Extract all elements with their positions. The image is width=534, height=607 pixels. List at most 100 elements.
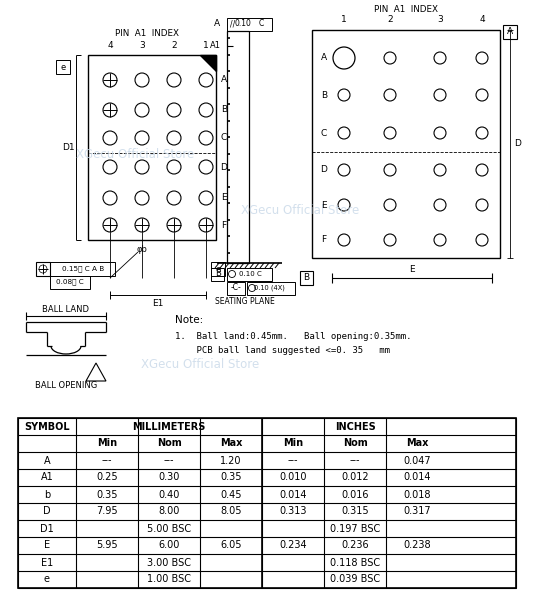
Text: 7.95: 7.95	[96, 506, 118, 517]
Text: MILLIMETERS: MILLIMETERS	[132, 421, 206, 432]
Text: INCHES: INCHES	[335, 421, 375, 432]
Text: 0.45: 0.45	[220, 489, 242, 500]
Text: 0.012: 0.012	[341, 472, 369, 483]
Text: Max: Max	[220, 438, 242, 449]
Text: Nom: Nom	[343, 438, 367, 449]
Bar	[211, 268, 224, 281]
Text: SYMBOL: SYMBOL	[24, 421, 70, 432]
Bar	[18, 418, 516, 588]
Text: Min: Min	[97, 438, 117, 449]
Polygon shape	[200, 55, 216, 71]
Text: C: C	[321, 129, 327, 138]
Text: e: e	[60, 63, 66, 72]
Text: 4: 4	[479, 16, 485, 24]
Text: XGecu Official Store: XGecu Official Store	[76, 149, 194, 161]
Text: A: A	[44, 455, 50, 466]
Text: 3: 3	[139, 41, 145, 50]
Text: 0.018: 0.018	[403, 489, 431, 500]
Text: 1.  Ball land:0.45mm.   Ball opening:0.35mm.: 1. Ball land:0.45mm. Ball opening:0.35mm…	[175, 332, 412, 341]
Text: PIN  A1  INDEX: PIN A1 INDEX	[115, 29, 179, 38]
Text: 0.016: 0.016	[341, 489, 369, 500]
Text: A: A	[507, 27, 513, 36]
Text: 0.35: 0.35	[96, 489, 118, 500]
Text: 0.40: 0.40	[158, 489, 179, 500]
Text: XGecu Official Store: XGecu Official Store	[141, 359, 259, 371]
Text: A: A	[321, 53, 327, 63]
Text: 0.08Ⓜ C: 0.08Ⓜ C	[56, 279, 84, 285]
Text: B: B	[303, 274, 309, 282]
Text: SEATING PLANE: SEATING PLANE	[215, 296, 275, 305]
Text: 5.00 BSC: 5.00 BSC	[147, 523, 191, 534]
Text: C: C	[258, 19, 264, 29]
Text: 6.05: 6.05	[220, 540, 242, 551]
Text: A: A	[214, 19, 220, 29]
Bar	[50, 276, 90, 289]
Text: E: E	[44, 540, 50, 551]
Text: 1: 1	[203, 41, 209, 50]
Text: 2: 2	[171, 41, 177, 50]
Bar	[227, 31, 249, 263]
Text: ---: ---	[164, 455, 174, 466]
Text: 1: 1	[341, 16, 347, 24]
Text: -C-: -C-	[231, 283, 241, 293]
Text: e: e	[44, 574, 50, 585]
Text: 0.010: 0.010	[279, 472, 307, 483]
Text: 0.317: 0.317	[403, 506, 431, 517]
Text: 0.10 C: 0.10 C	[239, 271, 261, 277]
Text: 0.25: 0.25	[96, 472, 118, 483]
Text: PIN  A1  INDEX: PIN A1 INDEX	[374, 5, 438, 15]
Text: PCB ball land suggested <=0. 35   mm: PCB ball land suggested <=0. 35 mm	[175, 346, 390, 355]
Text: D: D	[43, 506, 51, 517]
Bar	[211, 262, 225, 276]
Text: ---: ---	[350, 455, 360, 466]
Text: 0.313: 0.313	[279, 506, 307, 517]
Text: Nom: Nom	[156, 438, 182, 449]
Text: 8.00: 8.00	[158, 506, 179, 517]
Text: 0.039 BSC: 0.039 BSC	[330, 574, 380, 585]
Bar	[36, 262, 50, 276]
Text: 0.234: 0.234	[279, 540, 307, 551]
Text: A1: A1	[209, 41, 221, 50]
Text: 0.014: 0.014	[403, 472, 431, 483]
Text: F: F	[321, 236, 327, 245]
Text: 4: 4	[107, 41, 113, 50]
Text: 0.30: 0.30	[158, 472, 179, 483]
Text: 1.20: 1.20	[220, 455, 242, 466]
Text: Max: Max	[406, 438, 428, 449]
Text: D: D	[515, 140, 521, 149]
Text: E: E	[321, 200, 327, 209]
Text: B: B	[321, 90, 327, 100]
Text: 0.236: 0.236	[341, 540, 369, 551]
Text: 0.238: 0.238	[403, 540, 431, 551]
Text: 0.15Ⓜ C A B: 0.15Ⓜ C A B	[62, 266, 104, 273]
Text: 0.35: 0.35	[220, 472, 242, 483]
Text: D1: D1	[62, 143, 74, 152]
Text: 0.197 BSC: 0.197 BSC	[330, 523, 380, 534]
Bar	[300, 271, 313, 285]
Text: ---: ---	[102, 455, 112, 466]
Text: e: e	[215, 265, 221, 274]
Text: 0.014: 0.014	[279, 489, 307, 500]
Text: 8.05: 8.05	[220, 506, 242, 517]
Text: F: F	[222, 220, 226, 229]
Text: D: D	[221, 163, 227, 172]
Text: Min: Min	[283, 438, 303, 449]
Text: b: b	[44, 489, 50, 500]
Bar	[227, 282, 245, 295]
Text: φb: φb	[137, 245, 147, 254]
Bar	[56, 60, 70, 74]
Text: B: B	[215, 270, 221, 279]
Text: 0.315: 0.315	[341, 506, 369, 517]
Text: 5.95: 5.95	[96, 540, 118, 551]
Text: D1: D1	[40, 523, 54, 534]
Text: BALL OPENING: BALL OPENING	[35, 381, 97, 390]
Text: E1: E1	[152, 299, 164, 308]
Text: E1: E1	[41, 557, 53, 568]
Text: 2: 2	[387, 16, 393, 24]
Text: A: A	[221, 75, 227, 84]
Text: 0.047: 0.047	[403, 455, 431, 466]
Text: 0.10: 0.10	[234, 19, 252, 29]
Bar	[312, 30, 500, 258]
Bar	[88, 55, 216, 240]
Text: 6.00: 6.00	[158, 540, 179, 551]
